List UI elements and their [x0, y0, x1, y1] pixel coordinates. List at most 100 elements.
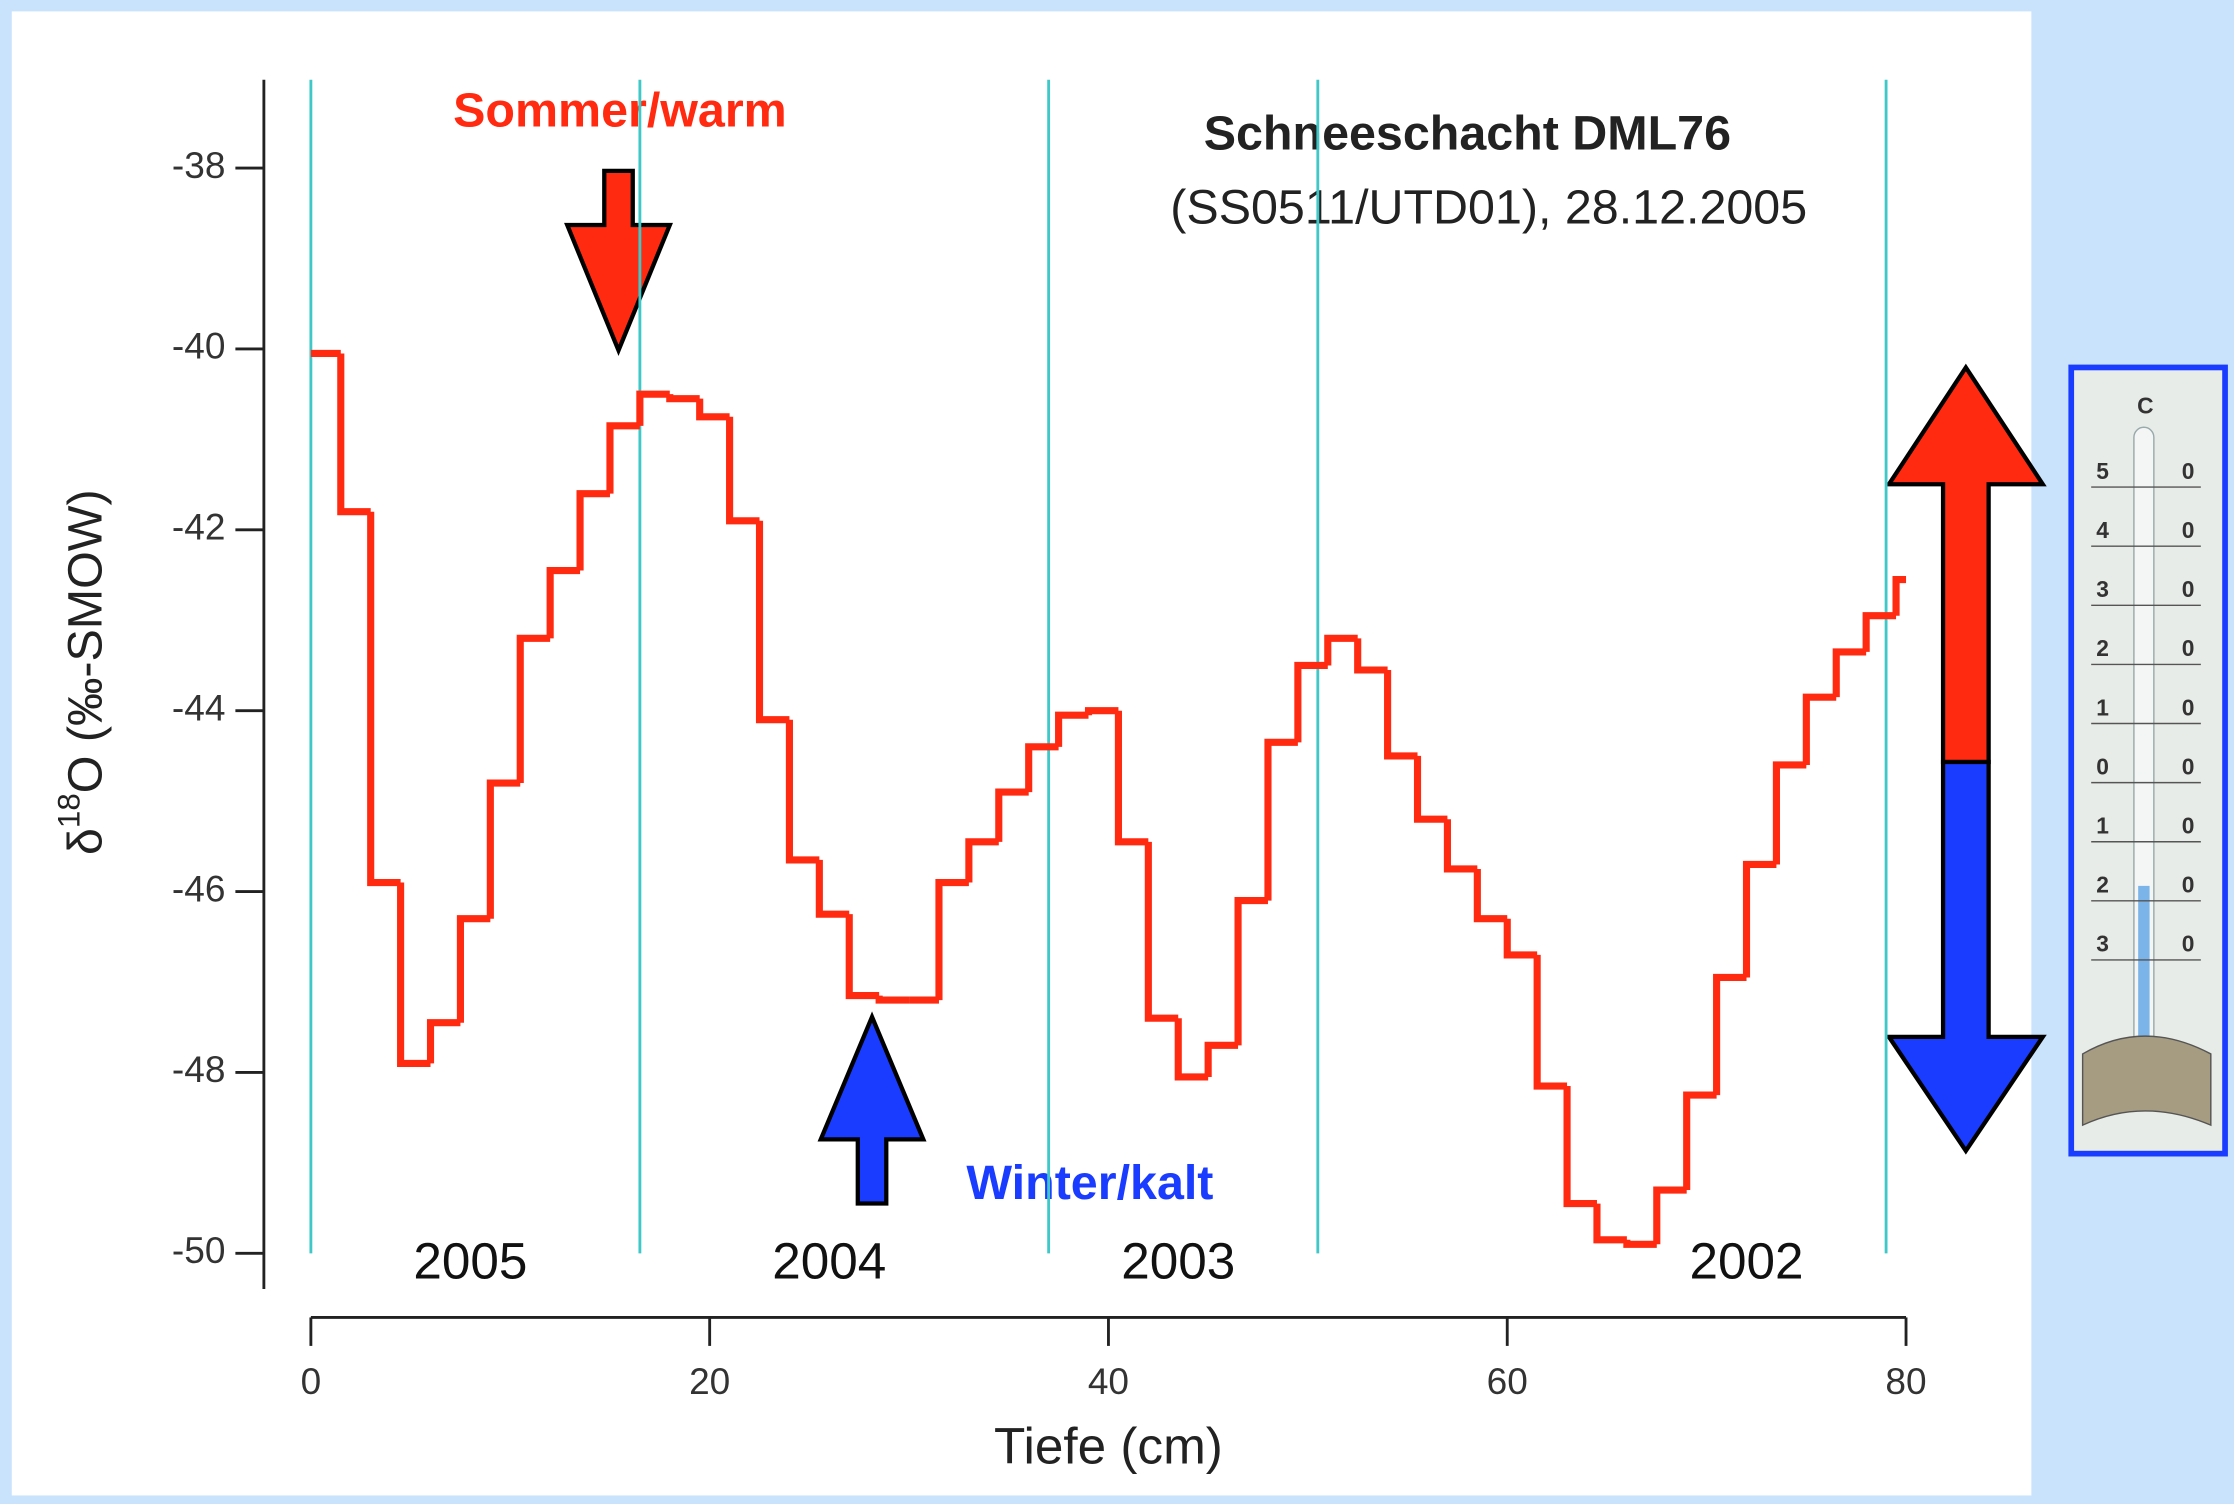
step-segment: [755, 520, 790, 724]
step-segment: [785, 719, 820, 864]
step-segment: [397, 882, 431, 1067]
step-segment: [576, 490, 610, 571]
step-segment: [1713, 973, 1747, 1096]
x-tick-label: 60: [1487, 1360, 1528, 1402]
step-segment: [1294, 661, 1328, 743]
thermometer-scale-label: 2: [2096, 635, 2109, 661]
step-segment: [1354, 638, 1388, 674]
step-segment: [1384, 669, 1418, 760]
chart-subtitle: (SS0511/UTD01), 28.12.2005: [1170, 181, 1807, 235]
step-segment: [1264, 738, 1298, 901]
step-segment: [995, 788, 1029, 842]
step-segment: [1862, 612, 1897, 652]
step-segment: [1234, 897, 1268, 1046]
thermometer-zero-label: 0: [2182, 753, 2195, 779]
thermometer-clip: [2081, 1035, 2212, 1127]
y-tick-label: -42: [172, 506, 226, 548]
step-segment: [1832, 648, 1867, 698]
y-tick-label: -38: [172, 144, 226, 186]
step-segment: [1473, 868, 1508, 923]
y-label-text: δ18O (‰-SMOW): [52, 489, 113, 855]
step-segment: [1025, 743, 1059, 793]
step-segment: [1892, 575, 1907, 616]
thermometer-unit: C: [2137, 392, 2153, 418]
step-segment: [1084, 707, 1119, 716]
thermometer-scale-label: 5: [2096, 458, 2109, 484]
x-tick-label: 0: [301, 1360, 322, 1402]
step-segment: [666, 394, 700, 403]
year-label: 2005: [413, 1232, 527, 1289]
thermometer-liquid: [2138, 885, 2150, 1057]
step-segment: [516, 634, 551, 784]
chart-title: Schneeschacht DML76: [1204, 107, 1731, 161]
thermometer-scale-label: 3: [2096, 576, 2109, 602]
thermometer-scale-label: 1: [2096, 694, 2109, 720]
step-segment: [1443, 819, 1478, 873]
thermometer-scale: C 5 0 4 0 3 0 2 0 1 0 0 0 1 0 2 0 3 0: [2091, 392, 2201, 961]
y-axis-label: δ18O (‰-SMOW): [52, 489, 113, 855]
step-segment: [1772, 761, 1807, 865]
y-tick-label: -48: [172, 1048, 226, 1090]
step-segment: [636, 390, 670, 426]
step-segment: [965, 838, 999, 883]
step-segment: [1413, 755, 1448, 823]
summer-arrow: [564, 168, 673, 357]
thermometer-zero-label: 0: [2182, 694, 2195, 720]
step-segment: [935, 878, 969, 1001]
warm-arrow: [1884, 363, 2047, 765]
y-label-sup: 18: [52, 793, 87, 828]
thermometer-scale-label: 2: [2096, 872, 2109, 898]
step-segment: [1683, 1091, 1717, 1191]
step-segment: [606, 422, 640, 494]
y-label-symbol: δ: [58, 828, 112, 855]
step-segment: [337, 353, 371, 516]
thermometer-scale-label: 1: [2096, 813, 2109, 839]
winter-arrow: [817, 1011, 927, 1206]
step-segment: [875, 995, 910, 1004]
thermometer-zero-label: 0: [2182, 458, 2195, 484]
step-segment: [1144, 841, 1179, 1022]
cold-arrow: [1884, 759, 2047, 1155]
y-tick-label: -44: [172, 686, 226, 728]
thermometer-zero-label: 0: [2182, 931, 2195, 957]
step-segment: [426, 1019, 461, 1064]
step-segment: [1802, 693, 1837, 765]
step-segment: [1055, 711, 1089, 747]
x-tick-label: 20: [689, 1360, 730, 1402]
y-label-rest: O (‰-SMOW): [58, 489, 112, 793]
step-segment: [696, 398, 730, 421]
year-label: 2002: [1689, 1232, 1803, 1289]
step-segment: [1204, 1041, 1239, 1077]
step-segment: [845, 914, 880, 1000]
step-segment: [1533, 954, 1568, 1090]
step-segment: [726, 416, 760, 525]
step-segment: [486, 779, 521, 919]
step-segment: [1623, 1239, 1657, 1248]
step-segment: [1324, 634, 1358, 666]
step-segment: [367, 511, 401, 887]
y-tick-label: -50: [172, 1229, 226, 1271]
thermometer-zero-label: 0: [2182, 635, 2195, 661]
x-axis-label: Tiefe (cm): [994, 1417, 1223, 1474]
x-tick-label: 80: [1885, 1360, 1926, 1402]
winter-annotation: Winter/kalt: [966, 1156, 1213, 1210]
thermometer-zero-label: 0: [2182, 517, 2195, 543]
x-tick-label: 40: [1088, 1360, 1129, 1402]
summer-annotation: Sommer/warm: [453, 84, 787, 138]
y-tick-label: -40: [172, 325, 226, 367]
step-segment: [1174, 1018, 1209, 1081]
step-segment: [1742, 860, 1777, 978]
step-segment: [815, 859, 850, 918]
year-label: 2004: [772, 1232, 886, 1289]
step-segment: [1593, 1203, 1627, 1244]
step-segment: [1114, 710, 1149, 846]
thermometer-zero-label: 0: [2182, 872, 2195, 898]
thermometer-scale-label: 3: [2096, 931, 2109, 957]
thermometer-scale-label: 4: [2096, 517, 2109, 543]
y-tick-label: -46: [172, 867, 226, 909]
step-segment: [1653, 1186, 1687, 1245]
thermometer-scale-label: 0: [2096, 753, 2109, 779]
chart-panel: [11, 11, 2032, 1496]
step-segment: [546, 566, 581, 639]
